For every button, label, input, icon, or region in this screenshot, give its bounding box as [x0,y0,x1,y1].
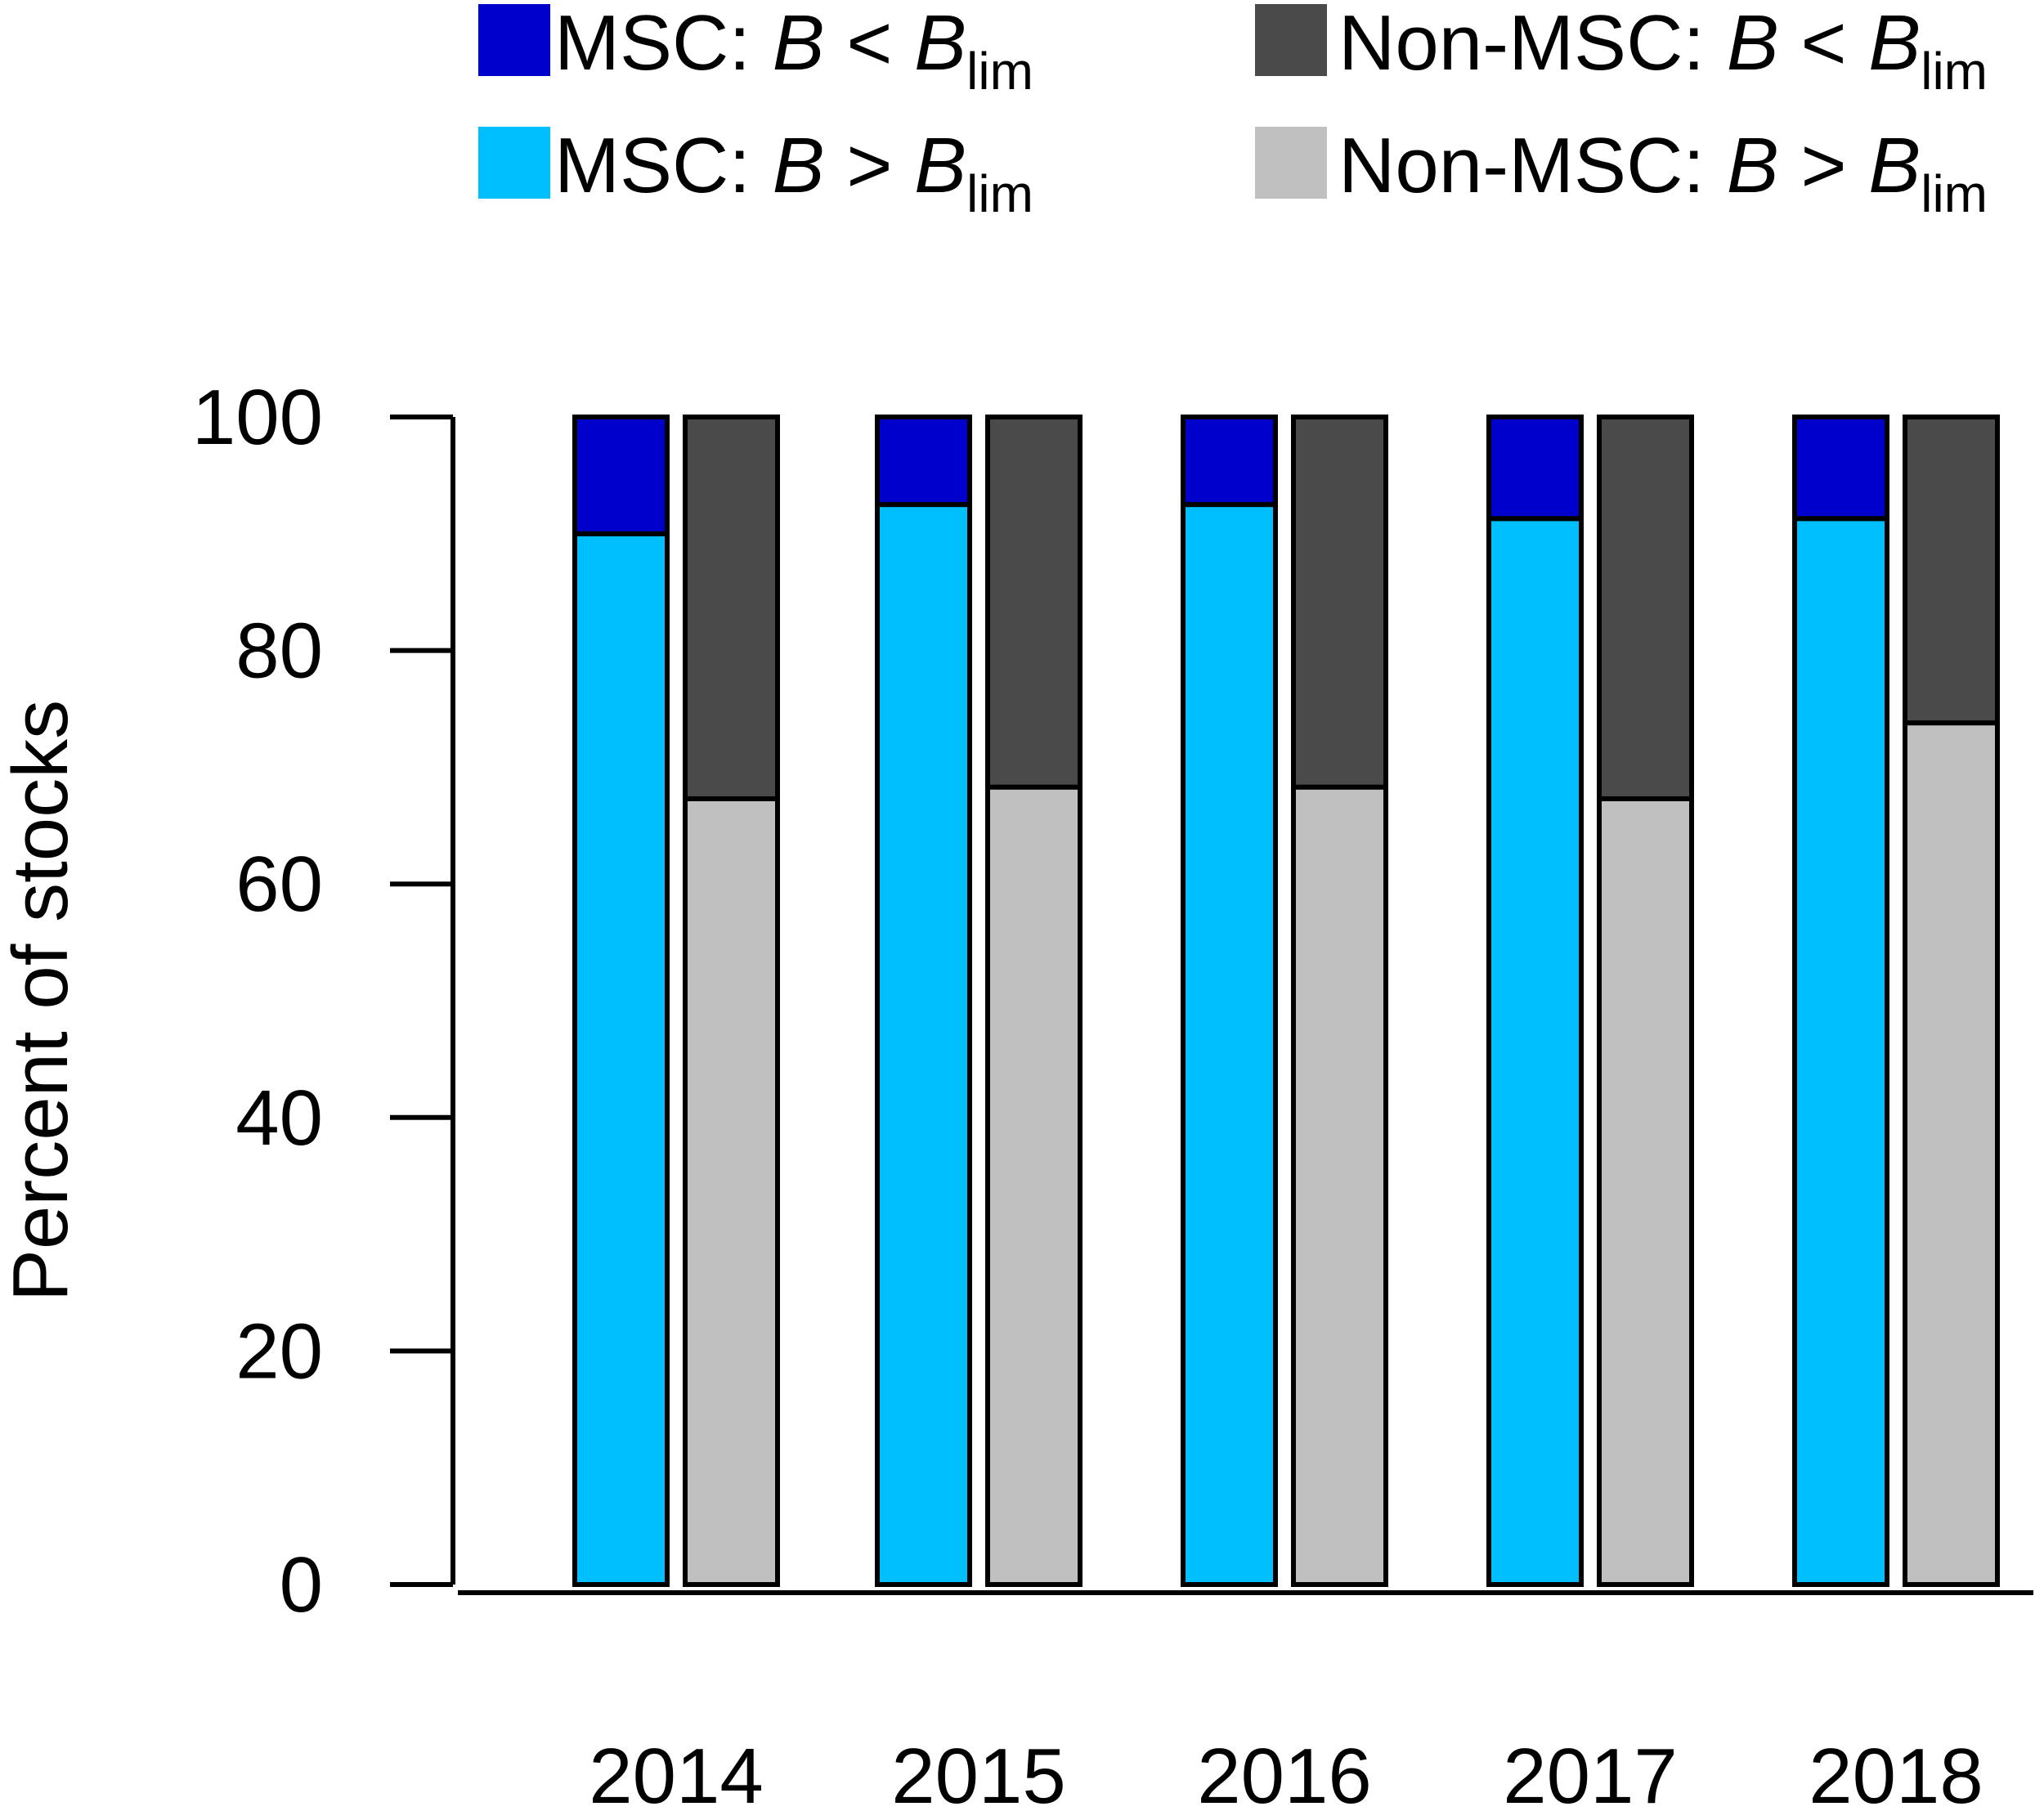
legend: MSC: B < Blim Non-MSC: B < Blim MSC: B > B… [478,0,1988,223]
bar-non-msc-b-lt-blim-2016 [1291,415,1388,790]
bar-msc-b-gt-blim-2014 [572,531,670,1587]
bar-non-msc-b-gt-blim-2017 [1597,796,1694,1587]
x-tick-label-2016: 2016 [1197,1733,1372,1811]
x-tick-labels: 2014 2015 2016 2017 2018 [589,1733,1983,1811]
bar-non-msc-b-gt-blim-2015 [985,784,1083,1587]
bar-non-msc-b-lt-blim-2014 [683,415,780,801]
y-ticks: 0 20 40 60 80 100 [192,374,453,1629]
bars [572,415,2000,1588]
x-tick-label-2017: 2017 [1503,1733,1678,1811]
x-tick-label-2015: 2015 [891,1733,1066,1811]
legend-label-mscabove-blim: MSC: B > Blim [554,122,1033,223]
y-tick-label-80: 80 [235,607,323,695]
bar-non-msc-b-gt-blim-2018 [1903,720,2000,1587]
legend-swatch-non-mscbelow-blim [1255,4,1327,76]
bar-msc-b-lt-blim-2014 [572,415,670,536]
legend-label-non-mscabove-blim: Non-MSC: B > Blim [1338,122,1988,223]
bar-non-msc-b-gt-blim-2014 [683,796,780,1587]
x-tick-label-2018: 2018 [1809,1733,1983,1811]
bar-non-msc-b-lt-blim-2018 [1903,415,2000,726]
axes: 0 20 40 60 80 100 Percent of stocks [0,374,2033,1629]
bar-msc-b-gt-blim-2018 [1792,516,1889,1588]
y-tick-label-100: 100 [192,374,323,461]
bar-msc-b-gt-blim-2015 [875,502,972,1587]
bar-msc-b-gt-blim-2016 [1181,502,1278,1587]
y-axis-label: Percent of stocks [0,700,84,1302]
y-tick-label-60: 60 [235,841,323,928]
bar-non-msc-b-lt-blim-2017 [1597,415,1694,801]
bar-msc-b-lt-blim-2016 [1181,415,1278,508]
y-tick-label-40: 40 [235,1074,323,1162]
bar-msc-b-lt-blim-2018 [1792,415,1889,522]
bar-msc-b-gt-blim-2017 [1486,516,1584,1588]
legend-swatch-non-mscabove-blim [1255,127,1327,199]
y-tick-label-20: 20 [235,1307,323,1395]
legend-swatch-mscabove-blim [478,127,550,199]
y-tick-label-0: 0 [280,1541,323,1629]
bar-non-msc-b-lt-blim-2015 [985,415,1083,790]
legend-swatch-mscbelow-blim [478,4,550,76]
bar-non-msc-b-gt-blim-2016 [1291,784,1388,1587]
legend-label-mscbelow-blim: MSC: B < Blim [554,0,1033,101]
x-tick-label-2014: 2014 [589,1733,764,1811]
bar-msc-b-lt-blim-2017 [1486,415,1584,522]
bar-msc-b-lt-blim-2015 [875,415,972,508]
legend-label-non-mscbelow-blim: Non-MSC: B < Blim [1338,0,1988,101]
